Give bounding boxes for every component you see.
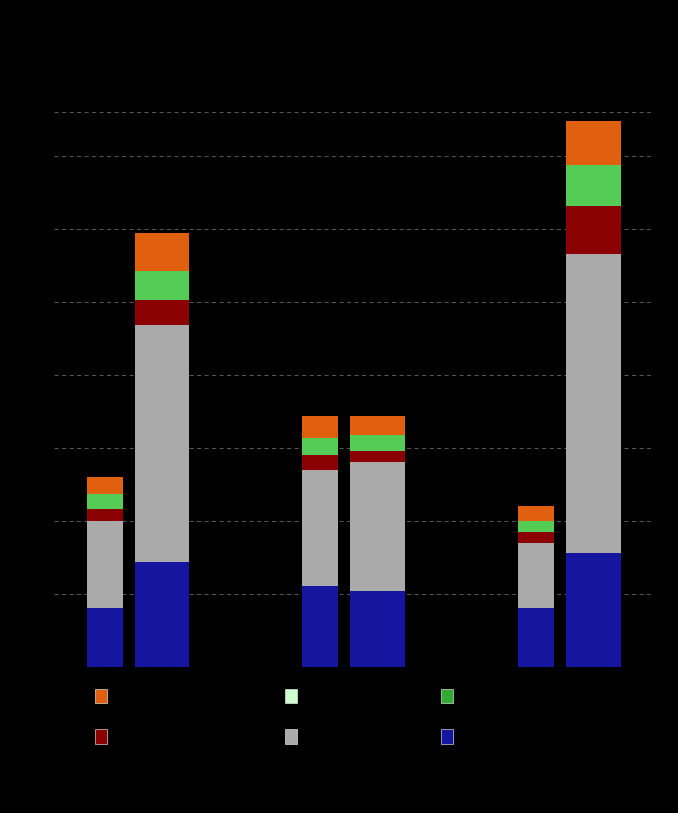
Bar xyxy=(518,542,554,608)
Bar xyxy=(135,562,189,667)
Bar xyxy=(135,325,189,562)
Bar xyxy=(518,533,554,542)
Bar xyxy=(302,415,338,437)
Bar xyxy=(566,121,620,165)
Bar xyxy=(135,233,189,272)
Bar xyxy=(351,450,405,463)
Bar xyxy=(566,206,620,254)
Bar xyxy=(351,463,405,591)
Bar xyxy=(302,437,338,455)
Bar xyxy=(518,521,554,533)
Bar xyxy=(518,506,554,521)
Bar xyxy=(87,509,123,521)
Bar xyxy=(566,254,620,553)
Bar xyxy=(566,553,620,667)
Bar xyxy=(566,165,620,206)
Bar xyxy=(87,521,123,608)
Bar xyxy=(351,591,405,667)
Bar xyxy=(351,435,405,450)
Bar xyxy=(302,586,338,667)
Bar xyxy=(87,608,123,667)
Bar xyxy=(135,300,189,325)
Bar xyxy=(302,470,338,586)
Bar xyxy=(518,608,554,667)
Bar xyxy=(87,494,123,509)
Bar xyxy=(87,477,123,494)
Bar xyxy=(351,415,405,435)
Bar xyxy=(135,272,189,300)
Bar xyxy=(302,455,338,470)
